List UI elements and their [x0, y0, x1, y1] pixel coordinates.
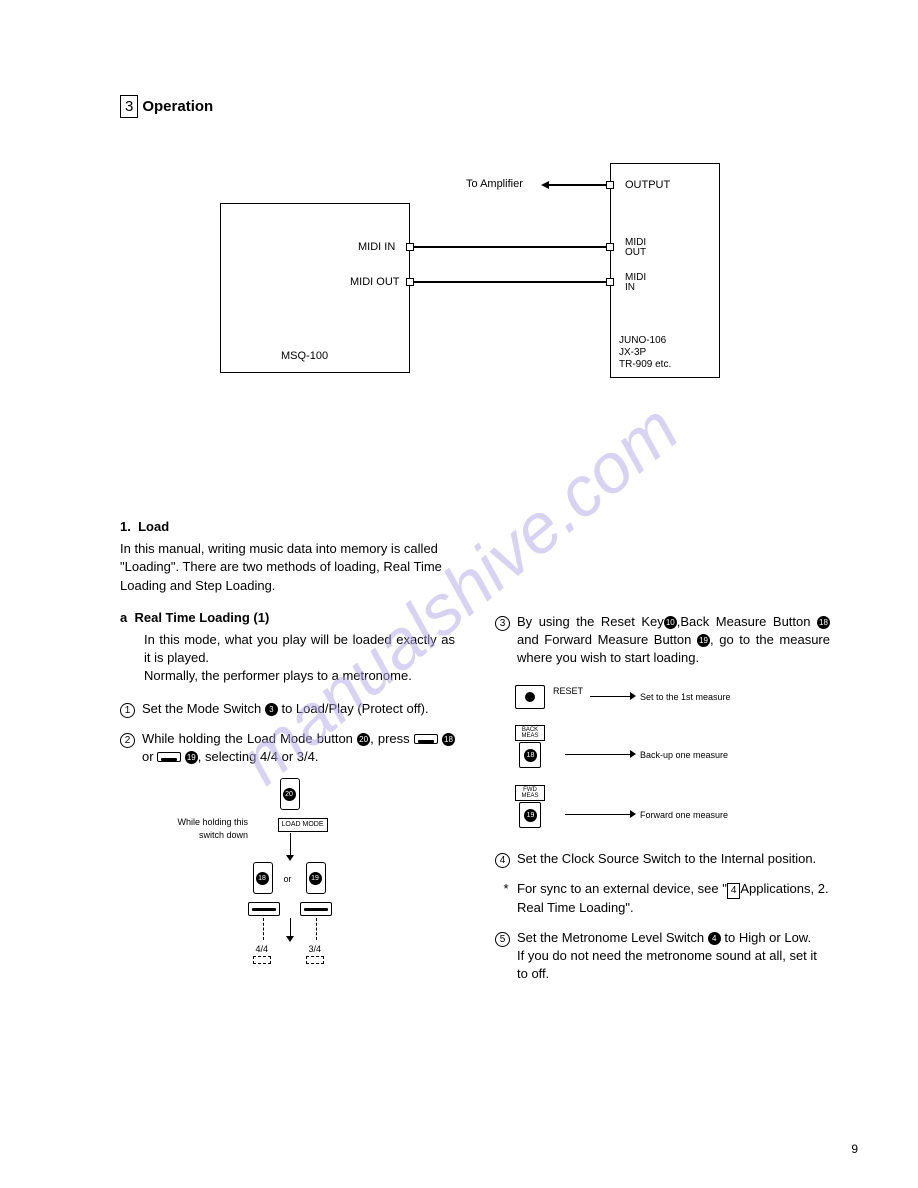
dash-1 [263, 918, 264, 940]
fwd-txt: Forward one measure [640, 809, 728, 822]
step2-num: 2 [120, 733, 135, 748]
realtime-p2: Normally, the performer plays to a metro… [120, 667, 455, 685]
wire-1 [414, 246, 606, 248]
ref-4: 4 [708, 932, 721, 945]
arrow-1 [290, 833, 291, 855]
page-number: 9 [851, 1141, 858, 1158]
step-1: 1 Set the Mode Switch 3 to Load/Play (Pr… [120, 700, 455, 718]
hold-text: While holding this switch down [178, 816, 249, 841]
port-midi-in-r [606, 278, 614, 286]
midi-in-label: MIDI IN [358, 240, 395, 255]
disp-34 [306, 956, 324, 964]
to-amp-label: To Amplifier [466, 177, 523, 192]
realtime-p1: In this mode, what you play will be load… [120, 631, 455, 667]
step3-num: 3 [495, 616, 510, 631]
flat-19 [300, 902, 332, 916]
synth-box: JUNO-106 JX-3P TR-909 etc. [610, 163, 720, 378]
t34: 3/4 [309, 943, 322, 956]
left-column: 1. Load In this manual, writing music da… [120, 518, 455, 998]
step-5: 5 Set the Metronome Level Switch 4 to Hi… [495, 929, 830, 984]
fwd-label: FWD MEAS [515, 785, 545, 801]
figure-load-mode: 20 While holding this switch down LOAD M… [188, 778, 388, 978]
section-header: 3Operation [120, 95, 858, 118]
r-midi-in-label: MIDI IN [625, 273, 646, 293]
connection-diagram: MSQ-100 MIDI IN MIDI OUT JUNO-106 JX-3P … [210, 158, 850, 438]
step1-num: 1 [120, 703, 135, 718]
step5-num: 5 [495, 932, 510, 947]
loadmode-box: LOAD MODE [278, 818, 328, 832]
port-midi-out-l [406, 278, 414, 286]
output-label: OUTPUT [625, 178, 670, 193]
ref-18: 18 [442, 733, 455, 746]
msq-label: MSQ-100 [281, 349, 328, 364]
ref-19: 19 [185, 751, 198, 764]
load-intro: In this manual, writing music data into … [120, 540, 455, 595]
step-3: 3 By using the Reset Key10,Back Measure … [495, 613, 830, 668]
btn-20-label: 20 [283, 788, 296, 801]
figure-measure-nav: RESET Set to the 1st measure BACK MEAS 1… [495, 680, 795, 830]
disp-44 [253, 956, 271, 964]
ref-10: 10 [664, 616, 677, 629]
flat-18 [248, 902, 280, 916]
reset-dot [525, 692, 535, 702]
step-4: 4 Set the Clock Source Switch to the Int… [495, 850, 830, 868]
arrow-2 [290, 918, 291, 936]
fwd-btn-num: 19 [524, 809, 537, 822]
r-midi-out-label: MIDI OUT [625, 238, 646, 258]
ref-18b: 18 [817, 616, 830, 629]
arr-reset [590, 696, 630, 697]
dash-2 [316, 918, 317, 940]
midi-out-label: MIDI OUT [350, 275, 400, 290]
wire-amp [548, 184, 606, 186]
port-midi-out-r [606, 243, 614, 251]
btn-19-label: 19 [309, 872, 322, 885]
step-2: 2 While holding the Load Mode button 20,… [120, 730, 455, 766]
reset-label: RESET [553, 685, 583, 698]
or-label: or [284, 873, 292, 886]
section-title: Operation [142, 98, 213, 115]
t44: 4/4 [256, 943, 269, 956]
back-txt: Back-up one measure [640, 749, 728, 762]
ref-box-4: 4 [727, 883, 741, 899]
arr-back [565, 754, 630, 755]
synth-devices: JUNO-106 JX-3P TR-909 etc. [619, 335, 671, 371]
right-column: 3 By using the Reset Key10,Back Measure … [495, 518, 830, 998]
back-label: BACK MEAS [515, 725, 545, 741]
step-4-note: * For sync to an external device, see "4… [495, 880, 830, 917]
realtime-heading: a Real Time Loading (1) [120, 609, 455, 627]
ref-3: 3 [265, 703, 278, 716]
step4-num: 4 [495, 853, 510, 868]
reset-txt: Set to the 1st measure [640, 691, 731, 704]
back-btn-num: 18 [524, 749, 537, 762]
ref-20: 20 [357, 733, 370, 746]
wire-2 [414, 281, 606, 283]
port-midi-in-l [406, 243, 414, 251]
load-heading: 1. Load [120, 518, 455, 536]
port-output [606, 181, 614, 189]
ref-19b: 19 [697, 634, 710, 647]
section-num: 3 [120, 95, 138, 118]
arr-fwd [565, 814, 630, 815]
btn-18-label: 18 [256, 872, 269, 885]
